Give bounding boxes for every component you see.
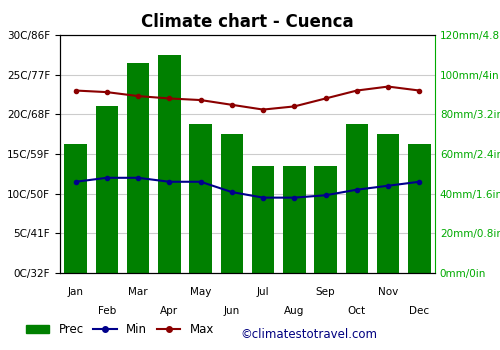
Bar <box>377 134 400 273</box>
Text: May: May <box>190 287 212 297</box>
Text: Dec: Dec <box>410 306 430 316</box>
Title: Climate chart - Cuenca: Climate chart - Cuenca <box>141 13 354 31</box>
Bar <box>127 63 150 273</box>
Text: Apr: Apr <box>160 306 178 316</box>
Text: Jul: Jul <box>257 287 270 297</box>
Text: Jun: Jun <box>224 306 240 316</box>
Text: Nov: Nov <box>378 287 398 297</box>
Text: Aug: Aug <box>284 306 304 316</box>
Text: Feb: Feb <box>98 306 116 316</box>
Bar <box>190 124 212 273</box>
Legend: Prec, Min, Max: Prec, Min, Max <box>21 318 219 341</box>
Bar <box>408 144 430 273</box>
Bar <box>314 166 337 273</box>
Text: Jan: Jan <box>68 287 84 297</box>
Bar <box>220 134 243 273</box>
Text: Oct: Oct <box>348 306 366 316</box>
Text: Sep: Sep <box>316 287 336 297</box>
Bar <box>252 166 274 273</box>
Text: Mar: Mar <box>128 287 148 297</box>
Bar <box>283 166 306 273</box>
Bar <box>158 55 180 273</box>
Text: ©climatestotravel.com: ©climatestotravel.com <box>240 328 377 341</box>
Bar <box>96 106 118 273</box>
Bar <box>346 124 368 273</box>
Bar <box>64 144 87 273</box>
